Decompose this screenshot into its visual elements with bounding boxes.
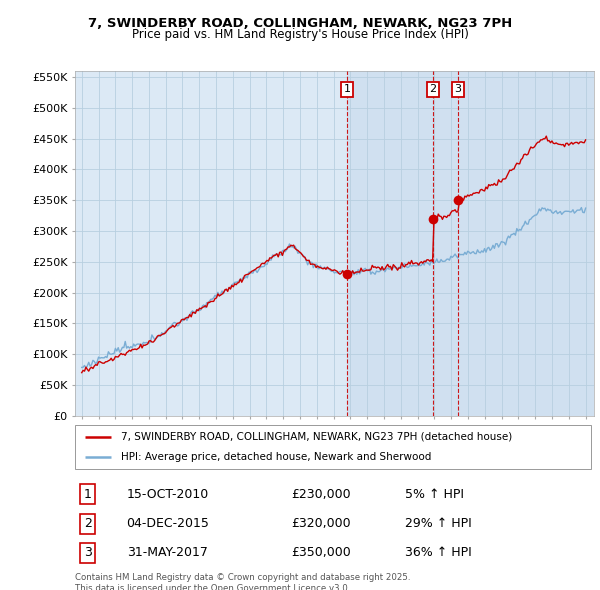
Text: 3: 3 — [455, 84, 461, 94]
Text: £320,000: £320,000 — [292, 517, 352, 530]
Text: £230,000: £230,000 — [292, 488, 352, 501]
FancyBboxPatch shape — [75, 425, 591, 469]
Text: £350,000: £350,000 — [292, 546, 352, 559]
Text: 3: 3 — [84, 546, 92, 559]
Bar — [347, 71, 594, 416]
Text: 1: 1 — [343, 84, 350, 94]
Text: 7, SWINDERBY ROAD, COLLINGHAM, NEWARK, NG23 7PH: 7, SWINDERBY ROAD, COLLINGHAM, NEWARK, N… — [88, 17, 512, 30]
Text: Price paid vs. HM Land Registry's House Price Index (HPI): Price paid vs. HM Land Registry's House … — [131, 28, 469, 41]
Text: Contains HM Land Registry data © Crown copyright and database right 2025.
This d: Contains HM Land Registry data © Crown c… — [75, 573, 410, 590]
Text: 15-OCT-2010: 15-OCT-2010 — [127, 488, 209, 501]
Text: 29% ↑ HPI: 29% ↑ HPI — [405, 517, 472, 530]
Text: 1: 1 — [84, 488, 92, 501]
Text: 31-MAY-2017: 31-MAY-2017 — [127, 546, 208, 559]
Text: HPI: Average price, detached house, Newark and Sherwood: HPI: Average price, detached house, Newa… — [121, 452, 432, 462]
Text: 7, SWINDERBY ROAD, COLLINGHAM, NEWARK, NG23 7PH (detached house): 7, SWINDERBY ROAD, COLLINGHAM, NEWARK, N… — [121, 432, 512, 442]
Text: 2: 2 — [430, 84, 437, 94]
Text: 04-DEC-2015: 04-DEC-2015 — [127, 517, 209, 530]
Text: 36% ↑ HPI: 36% ↑ HPI — [405, 546, 472, 559]
Text: 5% ↑ HPI: 5% ↑ HPI — [405, 488, 464, 501]
Text: 2: 2 — [84, 517, 92, 530]
